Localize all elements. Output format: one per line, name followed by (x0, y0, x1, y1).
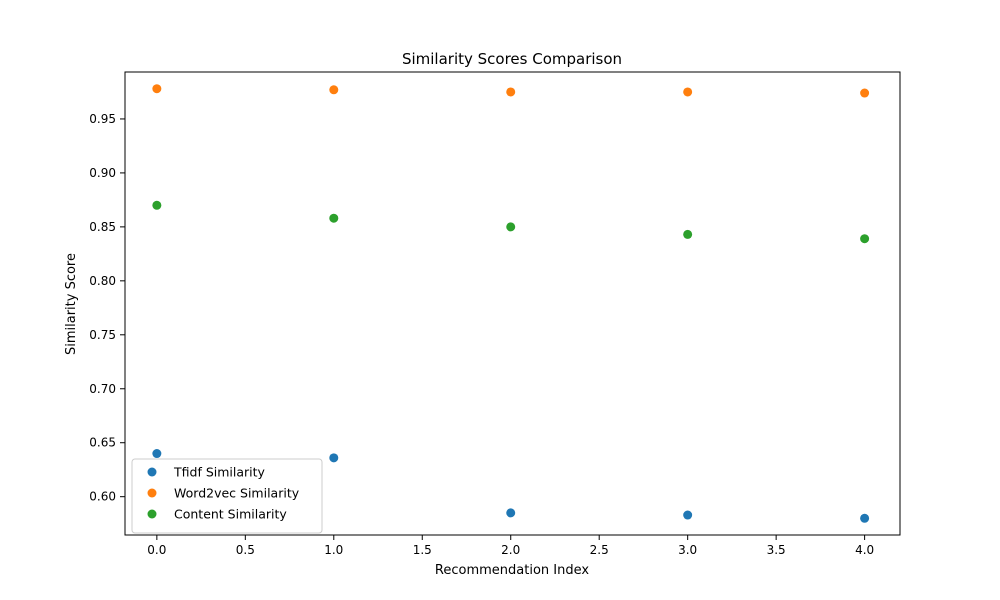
data-point-series-0-1 (329, 453, 339, 463)
y-tick-label: 0.75 (89, 328, 116, 342)
data-point-series-2-2 (506, 222, 516, 232)
y-axis-ticks: 0.60 0.65 0.70 0.75 0.80 0.85 0.90 0.95 (89, 112, 125, 504)
x-tick-label: 0.0 (147, 543, 166, 557)
y-tick-label: 0.70 (89, 382, 116, 396)
x-tick-label: 4.0 (855, 543, 874, 557)
data-point-series-2-1 (329, 213, 339, 223)
legend-label: Content Similarity (174, 507, 287, 522)
data-point-series-2-3 (683, 229, 693, 239)
x-tick-label: 1.0 (324, 543, 343, 557)
data-point-series-0-0 (152, 449, 162, 459)
y-tick-label: 0.85 (89, 220, 116, 234)
legend-marker (147, 488, 157, 498)
legend-label: Word2vec Similarity (174, 486, 300, 501)
x-tick-label: 3.5 (767, 543, 786, 557)
data-point-series-2-4 (860, 234, 870, 244)
legend-marker (147, 467, 157, 477)
y-tick-label: 0.90 (89, 166, 116, 180)
y-tick-label: 0.95 (89, 112, 116, 126)
legend-box (131, 458, 323, 534)
y-tick-label: 0.80 (89, 274, 116, 288)
data-point-series-1-1 (329, 85, 339, 95)
x-tick-label: 2.0 (501, 543, 520, 557)
y-tick-label: 0.65 (89, 436, 116, 450)
y-tick-label: 0.60 (89, 490, 116, 504)
x-tick-label: 3.0 (678, 543, 697, 557)
legend-marker (147, 509, 157, 519)
data-point-series-0-3 (683, 510, 693, 520)
chart-title: Similarity Scores Comparison (402, 50, 622, 68)
x-tick-label: 2.5 (590, 543, 609, 557)
data-point-series-1-4 (860, 88, 870, 98)
plot-area-frame (124, 71, 901, 536)
data-point-series-1-2 (506, 87, 516, 97)
data-points (152, 84, 870, 523)
x-axis-ticks: 0.0 0.5 1.0 1.5 2.0 2.5 3.0 3.5 4.0 (147, 535, 874, 557)
y-axis-label: Similarity Score (64, 253, 79, 355)
data-point-series-2-0 (152, 200, 162, 210)
x-tick-label: 0.5 (236, 543, 255, 557)
data-point-series-1-0 (152, 84, 162, 94)
x-axis-label: Recommendation Index (435, 563, 589, 578)
data-point-series-0-4 (860, 513, 870, 523)
legend: Tfidf Similarity Word2vec Similarity Conte… (131, 458, 323, 534)
x-tick-label: 1.5 (413, 543, 432, 557)
data-point-series-1-3 (683, 87, 693, 97)
legend-label: Tfidf Similarity (173, 465, 266, 480)
data-point-series-0-2 (506, 508, 516, 518)
